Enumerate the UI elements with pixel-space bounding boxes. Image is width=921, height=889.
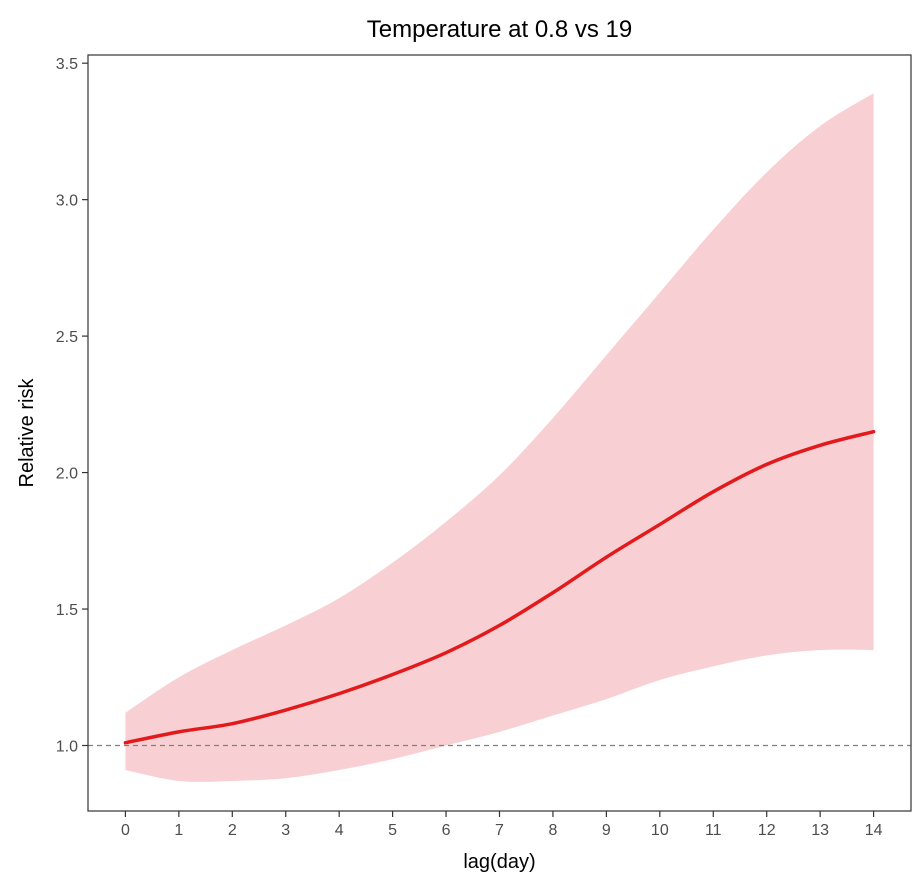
x-tick-label: 0 [121,822,130,839]
confidence-band [125,93,874,782]
x-tick-label: 14 [865,822,883,839]
chart-title: Temperature at 0.8 vs 19 [367,16,632,43]
y-tick-label: 1.5 [56,602,78,619]
x-tick-label: 3 [281,822,290,839]
x-tick-label: 1 [174,822,183,839]
x-tick-label: 9 [602,822,611,839]
x-tick-label: 13 [811,822,829,839]
y-tick-label: 3.0 [56,193,78,210]
series-line [123,429,876,745]
series-line-layer [123,429,876,745]
x-tick-label: 10 [651,822,669,839]
x-tick-label: 6 [442,822,451,839]
x-tick-label: 8 [548,822,557,839]
x-tick-label: 7 [495,822,504,839]
x-tick-label: 2 [228,822,237,839]
y-tick-label: 2.0 [56,466,78,483]
x-tick-label: 5 [388,822,397,839]
y-tick-label: 2.5 [56,329,78,346]
labels-layer: 0 1 2 3 4 5 6 7 8 9 10 11 12 13 141.01.52.02.53.03.5Te… [16,16,883,873]
x-tick-label: 11 [705,822,722,839]
x-axis-title: lag(day) [463,851,535,873]
confidence-band-layer [125,93,874,782]
y-tick-label: 3.5 [56,56,78,73]
y-tick-label: 1.0 [56,738,78,755]
axes-layer [82,54,912,817]
x-tick-label: 12 [758,822,776,839]
x-tick-label: 4 [335,822,344,839]
y-axis-title: Relative risk [16,378,38,488]
